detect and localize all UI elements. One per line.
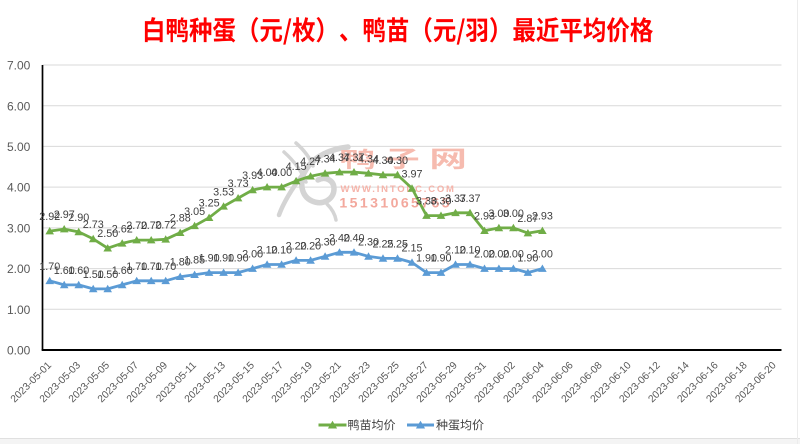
svg-text:1.50: 1.50 [83,269,104,281]
svg-text:2.73: 2.73 [83,219,104,231]
svg-text:2.20: 2.20 [286,240,307,252]
svg-text:3.00: 3.00 [7,222,31,236]
svg-text:4.37: 4.37 [343,152,364,164]
svg-text:2.00: 2.00 [503,249,524,261]
svg-text:3.30: 3.30 [430,196,451,208]
svg-text:7.00: 7.00 [7,59,31,73]
svg-text:2.25: 2.25 [372,238,393,250]
svg-text:2.00: 2.00 [488,249,509,261]
svg-text:4.27: 4.27 [300,156,321,168]
svg-text:1.90: 1.90 [213,253,234,265]
svg-text:4.30: 4.30 [372,155,393,167]
svg-text:2.40: 2.40 [343,232,364,244]
svg-text:2.72: 2.72 [155,219,176,231]
svg-text:3.97: 3.97 [401,168,422,180]
svg-text:4.34: 4.34 [315,153,336,165]
svg-text:2.20: 2.20 [300,240,321,252]
svg-text:4.15: 4.15 [286,161,307,173]
svg-text:1.90: 1.90 [517,253,538,265]
svg-text:2.25: 2.25 [387,238,408,250]
svg-text:2.15: 2.15 [401,243,422,255]
svg-text:2.93: 2.93 [532,211,553,223]
svg-text:4.37: 4.37 [329,152,350,164]
svg-text:2.90: 2.90 [68,212,89,224]
svg-text:1.70: 1.70 [155,261,176,273]
svg-text:1.00: 1.00 [7,303,31,317]
svg-text:4.34: 4.34 [358,153,379,165]
svg-text:WWW.INTODC.COM: WWW.INTODC.COM [341,184,456,195]
svg-text:1.90: 1.90 [416,253,437,265]
svg-text:4.00: 4.00 [7,181,31,195]
svg-text:2.30: 2.30 [315,236,336,248]
svg-text:1.70: 1.70 [141,261,162,273]
svg-text:3.00: 3.00 [503,208,524,220]
svg-text:1.60: 1.60 [112,265,133,277]
svg-text:2.00: 2.00 [242,249,263,261]
svg-text:5.00: 5.00 [7,140,31,154]
svg-text:2.92: 2.92 [39,211,60,223]
svg-text:3.53: 3.53 [213,186,234,198]
svg-text:6.00: 6.00 [7,99,31,113]
svg-text:2.70: 2.70 [126,220,147,232]
svg-text:2.10: 2.10 [271,245,292,257]
svg-text:3.30: 3.30 [416,196,437,208]
svg-text:2.00: 2.00 [474,249,495,261]
svg-text:2.50: 2.50 [97,228,118,240]
svg-text:2.70: 2.70 [141,220,162,232]
svg-text:2.10: 2.10 [459,245,480,257]
svg-text:4.00: 4.00 [271,167,292,179]
svg-text:3.73: 3.73 [228,178,249,190]
svg-text:2.88: 2.88 [170,213,191,225]
svg-text:2.00: 2.00 [7,262,31,276]
svg-text:2.87: 2.87 [517,213,538,225]
svg-text:1.80: 1.80 [170,257,191,269]
svg-text:2.10: 2.10 [257,245,278,257]
svg-text:3.37: 3.37 [445,193,466,205]
svg-text:2.10: 2.10 [445,245,466,257]
svg-text:0.00: 0.00 [7,344,31,358]
svg-text:1.70: 1.70 [39,261,60,273]
svg-text:2.00: 2.00 [532,249,553,261]
svg-text:2.62: 2.62 [112,223,133,235]
svg-text:1.70: 1.70 [126,261,147,273]
svg-text:1.90: 1.90 [228,253,249,265]
svg-text:1.50: 1.50 [97,269,118,281]
svg-text:1.60: 1.60 [54,265,75,277]
svg-text:4.30: 4.30 [387,155,408,167]
svg-text:3.00: 3.00 [488,208,509,220]
svg-text:1.90: 1.90 [199,253,220,265]
svg-text:3.37: 3.37 [459,193,480,205]
svg-text:4.00: 4.00 [257,167,278,179]
svg-text:1.90: 1.90 [430,253,451,265]
svg-text:3.93: 3.93 [242,170,263,182]
svg-text:2.97: 2.97 [54,209,75,221]
svg-text:3.25: 3.25 [199,198,220,210]
svg-text:2.93: 2.93 [474,211,495,223]
svg-text:1.85: 1.85 [184,255,205,267]
svg-text:2.30: 2.30 [358,236,379,248]
svg-text:2.40: 2.40 [329,232,350,244]
svg-text:3.05: 3.05 [184,206,205,218]
svg-text:1.60: 1.60 [68,265,89,277]
